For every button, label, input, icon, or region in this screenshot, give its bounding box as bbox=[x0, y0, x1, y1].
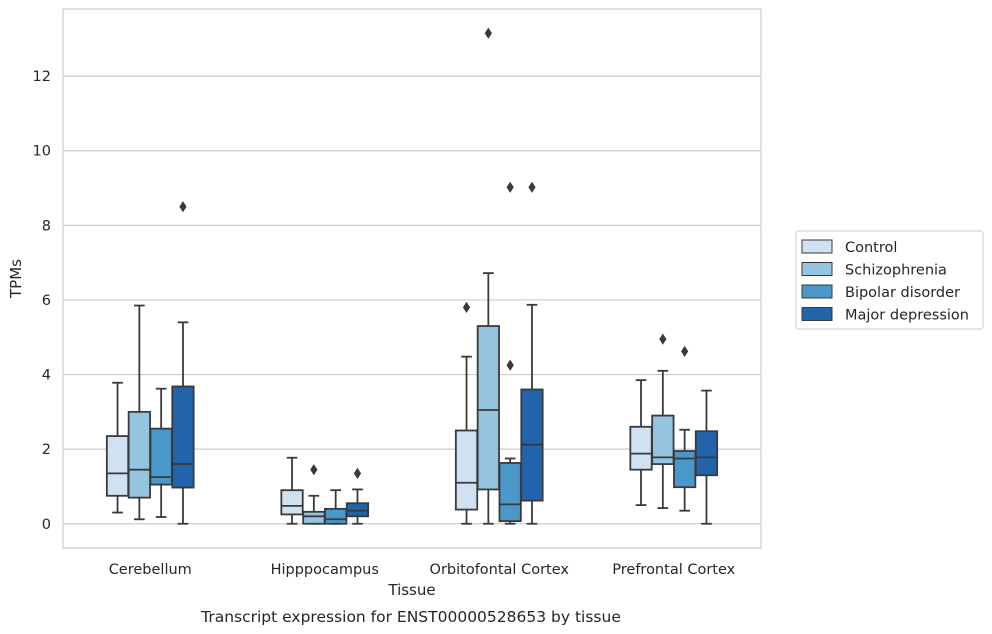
y-tick-label: 10 bbox=[33, 144, 51, 160]
outlier-point bbox=[353, 467, 362, 479]
box bbox=[694, 389, 719, 525]
box bbox=[651, 333, 675, 509]
box bbox=[171, 201, 195, 525]
y-tick-label: 6 bbox=[42, 293, 51, 309]
outlier-point bbox=[681, 345, 689, 358]
outlier-point bbox=[506, 181, 514, 193]
x-tick-label: Hipppocampus bbox=[271, 562, 379, 578]
box-body bbox=[498, 462, 522, 523]
y-tick-label: 4 bbox=[42, 368, 51, 384]
outlier-point bbox=[506, 359, 514, 371]
box bbox=[520, 181, 544, 525]
plot-area bbox=[62, 8, 762, 549]
outlier-point bbox=[462, 301, 471, 314]
x-tick-label: Cerebellum bbox=[109, 562, 192, 578]
box bbox=[302, 464, 326, 525]
y-tick-label: 0 bbox=[42, 517, 51, 533]
outlier-point bbox=[659, 333, 667, 345]
outlier-point bbox=[310, 464, 318, 476]
box-body bbox=[629, 425, 653, 471]
legend-label: Bipolar disorder bbox=[845, 285, 960, 301]
box-body bbox=[324, 507, 348, 525]
box-body bbox=[127, 410, 151, 499]
legend-frame bbox=[795, 230, 984, 330]
box bbox=[149, 387, 173, 518]
legend-label: Major depression bbox=[845, 308, 969, 324]
box bbox=[629, 379, 653, 507]
boxes bbox=[105, 27, 719, 525]
box-body bbox=[345, 502, 370, 518]
legend-swatch bbox=[801, 284, 833, 299]
box bbox=[280, 456, 304, 525]
box bbox=[345, 467, 370, 525]
box-body bbox=[454, 429, 479, 511]
legend-swatch bbox=[801, 239, 833, 254]
box bbox=[498, 181, 522, 525]
legend-label: Control bbox=[845, 240, 897, 256]
outlier-point bbox=[484, 27, 492, 39]
box bbox=[673, 345, 697, 512]
box bbox=[127, 304, 151, 521]
outlier-point bbox=[528, 181, 536, 193]
box-body bbox=[149, 427, 173, 486]
outlier-point bbox=[179, 201, 187, 213]
box-body bbox=[651, 414, 675, 465]
y-tick-labels: 0 2 4 6 8 10 12 bbox=[33, 69, 51, 533]
box-body bbox=[280, 489, 304, 516]
x-tick-labels: Cerebellum Hipppocampus Orbitofontal Corte… bbox=[109, 562, 736, 578]
x-tick-label: Prefrontal Cortex bbox=[612, 562, 735, 578]
y-tick-label: 8 bbox=[42, 218, 51, 234]
box-body bbox=[105, 435, 130, 497]
box bbox=[105, 381, 130, 514]
box bbox=[454, 301, 479, 525]
box bbox=[476, 27, 500, 525]
y-tick-label: 12 bbox=[33, 69, 51, 85]
legend-swatch bbox=[801, 307, 833, 321]
legend-label: Schizophrenia bbox=[845, 263, 947, 279]
box bbox=[324, 489, 348, 525]
legend: Control Schizophrenia Bipolar disorder Majo… bbox=[795, 230, 984, 330]
y-axis-label: TPMs bbox=[7, 259, 25, 299]
chart-caption: Transcript expression for ENST0000052865… bbox=[200, 608, 621, 626]
box-body bbox=[673, 450, 697, 489]
legend-swatch bbox=[801, 262, 833, 276]
box-body bbox=[171, 385, 195, 489]
box-body bbox=[476, 325, 500, 491]
box-body bbox=[302, 510, 326, 525]
x-axis-label: Tissue bbox=[387, 581, 435, 599]
y-tick-label: 2 bbox=[42, 442, 51, 458]
x-tick-label: Orbitofontal Cortex bbox=[430, 562, 570, 578]
box-body bbox=[694, 430, 719, 477]
